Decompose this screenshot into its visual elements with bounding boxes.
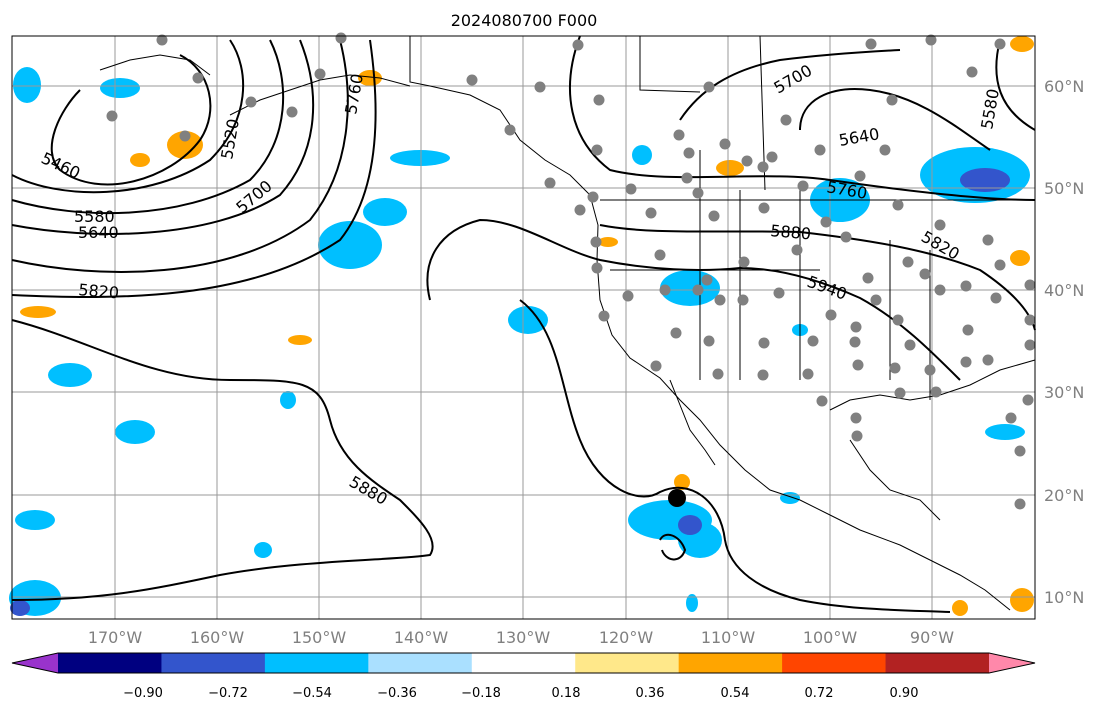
map-panel: 5460 5520 5580 5640 5700 5760 5820 5880 … [9,32,1036,620]
colorbar-tick-label: −0.54 [292,686,332,701]
height-contours [11,35,1036,613]
contour-label-5820: 5820 [78,280,120,302]
colorbar-segment [471,653,576,673]
longitude-labels: 170°W 160°W 150°W 140°W 130°W 120°W 110°… [88,628,954,647]
lon-label: 100°W [803,628,858,647]
contour-label-5880-b: 5880 [770,221,812,243]
colorbar-segment [885,653,990,673]
colorbar-segment [678,653,783,673]
lat-label: 60°N [1044,77,1084,96]
colorbar-extend-low [12,653,58,673]
contour-label-5640: 5640 [78,223,119,242]
colorbar-segment [161,653,266,673]
colorbar-outline [11,652,1036,674]
colorbar-segment [575,653,680,673]
colorbar-segment [58,653,162,673]
station-markers [106,32,1036,510]
lat-label: 10°N [1044,588,1084,607]
lon-label: 140°W [394,628,449,647]
lon-label: 170°W [88,628,143,647]
colorbar-tick-label: 0.90 [890,686,919,701]
colorbar-tick-label: 0.36 [636,686,665,701]
colorbar-tick-label: 0.54 [721,686,750,701]
colorbar-tick-label: 0.72 [805,686,834,701]
lon-label: 90°W [910,628,954,647]
colorbar-segment [368,653,473,673]
graticule [12,36,1035,619]
lon-label: 120°W [599,628,654,647]
colorbar-segment [782,653,887,673]
contour-label-5580: 5580 [74,207,115,226]
colorbar-segment [264,653,369,673]
colorbar-tick-label: −0.72 [208,686,248,701]
colorbar-tick-labels: −0.90 −0.72 −0.54 −0.36 −0.18 0.18 0.36 … [123,686,918,701]
lon-label: 150°W [292,628,347,647]
map-title: 2024080700 F000 [451,11,598,30]
storm-center-marker [668,489,686,507]
shaded-field [9,36,1034,616]
colorbar-tick-label: 0.18 [552,686,581,701]
lon-label: 160°W [190,628,245,647]
latitude-labels: 60°N 50°N 40°N 30°N 20°N 10°N [1044,77,1084,607]
colorbar [11,652,1036,674]
colorbar-tick-label: −0.18 [461,686,501,701]
colorbar-tick-label: −0.90 [123,686,163,701]
lat-label: 20°N [1044,486,1084,505]
colorbar-extend-high [989,653,1035,673]
colorbar-tick-label: −0.36 [377,686,417,701]
lat-label: 50°N [1044,179,1084,198]
lon-label: 130°W [496,628,551,647]
lat-label: 40°N [1044,281,1084,300]
lat-label: 30°N [1044,383,1084,402]
lon-label: 110°W [701,628,756,647]
